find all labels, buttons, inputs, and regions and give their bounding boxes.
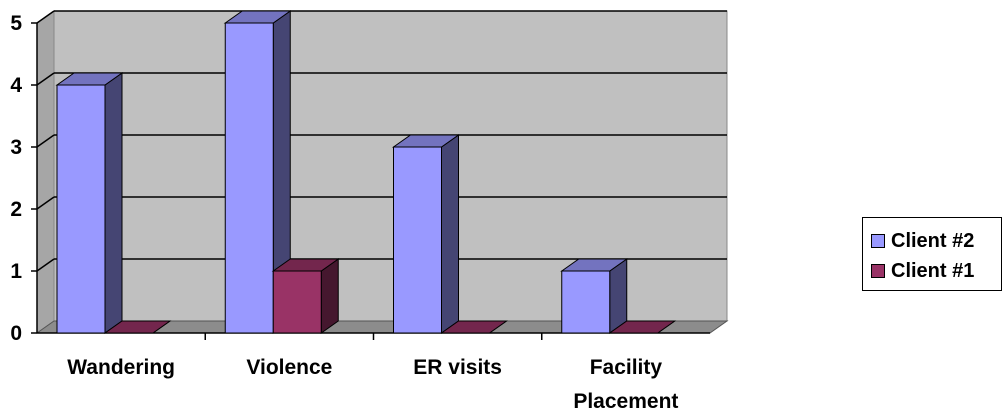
y-tick-label: 1 — [10, 260, 22, 283]
bar-top — [608, 320, 677, 334]
gridline-side — [36, 10, 55, 24]
bar-client-1-facility-placement — [608, 320, 677, 334]
bars — [55, 10, 677, 334]
bar-side — [441, 134, 459, 334]
x-tick-labels: Wandering Violence ER visits Facility Placem… — [67, 356, 678, 413]
gridline-side — [36, 258, 55, 272]
bar-client-1-er-visits — [439, 320, 509, 334]
y-tick-label: 3 — [10, 136, 22, 159]
legend-swatch-client-2 — [871, 234, 885, 248]
y-axis — [31, 22, 38, 334]
bar-front — [272, 270, 322, 334]
bar-top — [271, 258, 340, 272]
gridline-side — [36, 72, 55, 86]
y-tick-label: 0 — [10, 322, 22, 345]
bar-side — [609, 258, 628, 334]
legend-swatch-client-1 — [871, 264, 885, 278]
x-tick-label: Wandering — [67, 356, 175, 379]
legend: Client #2 Client #1 — [862, 217, 1002, 291]
bar-front — [224, 22, 274, 334]
bar-top — [391, 134, 461, 148]
bar-side — [320, 258, 339, 334]
gridline-side — [36, 134, 55, 148]
x-axis — [37, 332, 710, 340]
bar-front — [393, 146, 442, 334]
side-wall — [36, 10, 55, 334]
bar-top — [560, 258, 629, 272]
y-tick-label: 4 — [10, 74, 22, 97]
x-tick-label: Violence — [246, 356, 332, 379]
legend-label-client-1: Client #1 — [891, 259, 975, 282]
bar-client-2-er-visits — [391, 134, 461, 334]
legend-label-client-2: Client #2 — [891, 229, 975, 252]
bar-client-1-violence — [271, 258, 340, 334]
bar-client-2-wandering — [55, 72, 124, 334]
x-tick-label: Facility Placement — [573, 356, 678, 413]
x-tick-label: ER visits — [413, 356, 502, 379]
chart-walls — [35, 10, 729, 334]
bar-top — [439, 320, 509, 334]
y-tick-labels: 0 1 2 3 4 5 — [10, 12, 22, 345]
bar-top — [55, 72, 124, 86]
bar-front — [561, 270, 611, 334]
bar-top — [103, 320, 172, 334]
bar-top — [223, 10, 292, 24]
gridline-side — [36, 196, 55, 210]
gridlines — [36, 10, 727, 272]
legend-item-client-2: Client #2 — [871, 229, 974, 253]
y-tick-label: 5 — [10, 12, 22, 35]
legend-item-client-1: Client #1 — [871, 259, 974, 283]
bar-front — [56, 84, 106, 334]
y-tick-label: 2 — [10, 198, 22, 221]
bar-side — [104, 72, 123, 334]
bar-client-2-violence — [223, 10, 292, 334]
bar-client-2-facility-placement — [560, 258, 629, 334]
bar-client-1-wandering — [103, 320, 172, 334]
